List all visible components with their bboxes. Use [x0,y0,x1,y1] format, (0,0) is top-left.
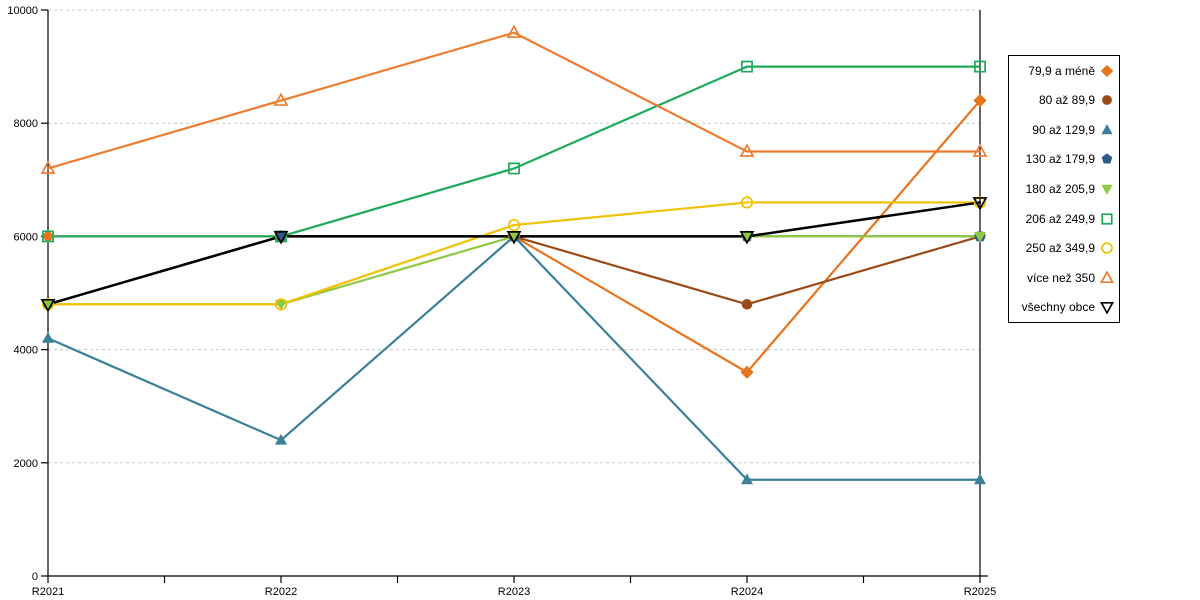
y-tick-label-2000: 2000 [14,458,38,470]
triangle-down-marker [972,197,988,211]
chart-legend: 79,9 a méně 80 až 89,9 90 až 129,9 130 až 1… [1008,55,1120,323]
markers-90-a--129-9 [42,230,986,485]
diamond-filled-icon [1100,64,1114,77]
markers-180-a--205-9 [42,231,986,311]
y-tick-label-8000: 8000 [14,118,38,130]
triangle-down-marker [40,298,56,313]
legend-item: 79,9 a méně [1009,56,1119,85]
circle-marker [741,299,753,310]
triangle-down-marker [508,231,520,243]
x-tick-label-R2021: R2021 [32,586,64,598]
triangle-up-marker [273,92,289,106]
y-tick-label-10000: 10000 [7,5,38,17]
legend-item: všechny obce [1009,293,1119,322]
triangle-up-marker [739,143,755,157]
series-line-130-a--179-9 [46,235,982,306]
circle-filled-icon [1102,95,1112,106]
markers-206-a--249-9 [42,60,986,243]
legend-item: 130 až 179,9 [1009,145,1119,174]
legend-label: 206 až 249,9 [1025,211,1095,226]
square-marker [741,60,753,73]
x-tick-label-R2024: R2024 [731,586,763,598]
triangle-up-marker [972,143,988,157]
triangle-down-marker [42,299,54,311]
triangle-up-marker [741,473,753,485]
legend-item: 180 až 205,9 [1009,174,1119,203]
legend-label: 79,9 a méně [1028,63,1095,78]
triangle-up-marker [42,331,54,343]
series-line-180-a--205-9 [46,235,982,306]
x-tick-label-R2025: R2025 [964,586,996,598]
triangle-up-marker [506,24,522,38]
y-tick-label-6000: 6000 [14,231,38,243]
legend-marker-shape [1100,64,1114,77]
triangle-up-marker [40,160,56,174]
legend-marker-shape [1101,184,1113,195]
legend-label: 180 až 205,9 [1025,181,1095,196]
legend-item: 90 až 129,9 [1009,115,1119,144]
series-line-více-ne--350 [46,31,982,170]
diamond-marker [740,365,754,379]
circle-marker [507,218,521,232]
triangle-down-marker [273,231,289,245]
triangle-up-marker [974,473,986,485]
x-tick-label-R2022: R2022 [265,586,297,598]
legend-label: 250 až 349,9 [1025,241,1095,256]
y-tick-label-4000: 4000 [14,345,38,357]
x-tick-label-R2023: R2023 [498,586,530,598]
series-line-všechny-obce [46,201,982,306]
triangle-down-filled-icon [1101,184,1113,195]
legend-marker-shape [1101,123,1113,135]
legend-marker-shape [1100,302,1114,315]
circle-marker [740,196,754,209]
series-line-90-a--129-9 [46,235,982,481]
legend-item: 206 až 249,9 [1009,204,1119,233]
circle-marker [274,298,288,311]
triangle-down-open-icon [1100,302,1114,315]
legend-marker-shape [1101,153,1113,164]
square-marker [42,230,54,243]
legend-label: 90 až 129,9 [1032,122,1095,137]
markers-všechny-obce [40,197,988,313]
diamond-marker [41,229,55,243]
square-open-icon [1101,212,1113,225]
markers-250-a--349-9 [41,196,987,311]
triangle-down-marker [506,231,522,245]
square-marker [508,162,520,175]
legend-label: všechny obce [1021,300,1095,315]
diamond-marker [973,93,987,108]
legend-marker-shape [1101,212,1113,225]
triangle-up-open-icon [1100,270,1114,283]
triangle-up-filled-icon [1101,123,1113,135]
legend-label: 80 až 89,9 [1038,93,1095,108]
series-line-80-a--89-9 [46,235,982,306]
series-line-250-a--349-9 [46,201,982,306]
pentagon-filled-icon [1101,153,1113,164]
triangle-down-marker [275,299,287,311]
legend-marker-shape [1101,242,1113,254]
legend-marker-shape [1102,95,1112,106]
legend-label: 130 až 179,9 [1025,152,1095,167]
markers-více-ne--350 [40,24,988,174]
axes: 0 2000 4000 6000 8000 10000 R2021 R2022 R2023 R20… [7,5,996,598]
legend-marker-shape [1100,270,1114,283]
legend-label: více než 350 [1026,270,1095,285]
triangle-down-marker [741,231,753,243]
legend-item: více než 350 [1009,263,1119,292]
triangle-up-marker [275,433,287,445]
square-marker [974,60,986,73]
circle-open-icon [1101,242,1113,254]
series-markers [40,24,988,485]
series-lines [46,31,982,481]
y-tick-label-0: 0 [32,571,38,583]
legend-item: 80 až 89,9 [1009,86,1119,115]
series-line-206-a--249-9 [46,65,982,238]
triangle-down-marker [974,231,986,243]
triangle-down-marker [739,231,755,245]
legend-item: 250 až 349,9 [1009,234,1119,263]
